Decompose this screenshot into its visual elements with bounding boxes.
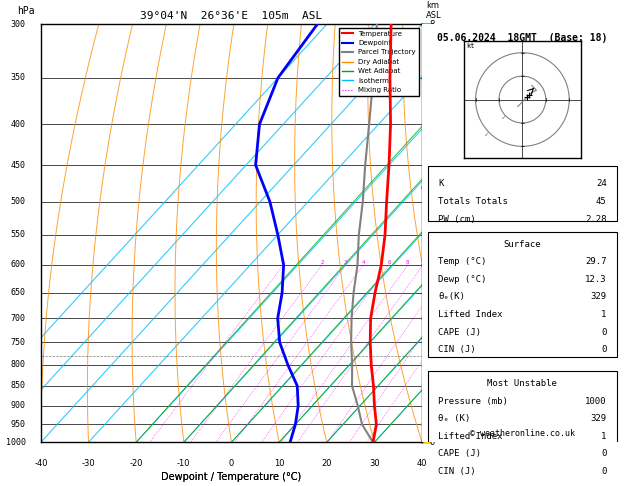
- Legend: Temperature, Dewpoint, Parcel Trajectory, Dry Adiabat, Wet Adiabat, Isotherm, Mi: Temperature, Dewpoint, Parcel Trajectory…: [340, 28, 419, 96]
- Text: 0: 0: [601, 467, 606, 476]
- Text: 8: 8: [406, 260, 409, 265]
- Text: Mixing Ratio (g/kg): Mixing Ratio (g/kg): [448, 193, 457, 273]
- Text: 3: 3: [430, 314, 435, 323]
- Text: 0: 0: [430, 438, 435, 447]
- Text: 300: 300: [11, 20, 26, 29]
- Text: 650: 650: [11, 288, 26, 297]
- Text: CAPE (J): CAPE (J): [438, 450, 481, 458]
- Text: CIN (J): CIN (J): [438, 345, 476, 354]
- Text: -40: -40: [34, 459, 48, 468]
- Text: 750: 750: [11, 338, 26, 347]
- Text: 850: 850: [11, 382, 26, 390]
- Text: 24: 24: [596, 179, 606, 189]
- Text: 329: 329: [591, 414, 606, 423]
- Text: 500: 500: [11, 197, 26, 206]
- Text: 12.3: 12.3: [585, 275, 606, 284]
- Title: 39°04'N  26°36'E  105m  ASL: 39°04'N 26°36'E 105m ASL: [140, 11, 323, 21]
- Text: 350: 350: [11, 73, 26, 82]
- Text: 05.06.2024  18GMT  (Base: 18): 05.06.2024 18GMT (Base: 18): [437, 33, 608, 43]
- Text: 1000: 1000: [6, 438, 26, 447]
- Text: 6: 6: [430, 120, 435, 129]
- Text: Surface: Surface: [504, 240, 541, 249]
- Text: CIN (J): CIN (J): [438, 467, 476, 476]
- Text: 45: 45: [596, 197, 606, 206]
- Text: Dewp (°C): Dewp (°C): [438, 275, 486, 284]
- Bar: [428, 166, 616, 221]
- Text: θₑ(K): θₑ(K): [438, 293, 465, 301]
- Text: 6: 6: [387, 260, 391, 265]
- Text: 8: 8: [430, 20, 435, 29]
- Text: 0: 0: [601, 450, 606, 458]
- Text: CAPE (J): CAPE (J): [438, 328, 481, 337]
- Text: 1: 1: [282, 260, 285, 265]
- Text: 900: 900: [11, 401, 26, 410]
- Text: Pressure (mb): Pressure (mb): [438, 397, 508, 406]
- Text: -30: -30: [82, 459, 96, 468]
- Text: 550: 550: [11, 230, 26, 239]
- Text: 0: 0: [601, 345, 606, 354]
- X-axis label: Dewpoint / Temperature (°C): Dewpoint / Temperature (°C): [162, 471, 302, 482]
- Text: 3: 3: [344, 260, 348, 265]
- Text: Lifted Index: Lifted Index: [438, 310, 503, 319]
- Text: 29.7: 29.7: [585, 258, 606, 266]
- Text: 2: 2: [430, 360, 435, 369]
- Text: 950: 950: [11, 420, 26, 429]
- Text: © weatheronline.co.uk: © weatheronline.co.uk: [470, 429, 575, 438]
- Text: 2.28: 2.28: [585, 215, 606, 224]
- Text: 400: 400: [11, 120, 26, 129]
- Text: 2: 2: [320, 260, 324, 265]
- Text: 4: 4: [430, 260, 435, 269]
- Text: PW (cm): PW (cm): [438, 215, 476, 224]
- Text: Temp (°C): Temp (°C): [438, 258, 486, 266]
- Text: 450: 450: [11, 160, 26, 170]
- Text: Totals Totals: Totals Totals: [438, 197, 508, 206]
- Text: 4: 4: [362, 260, 365, 265]
- Text: 1: 1: [430, 401, 435, 410]
- Text: 10: 10: [274, 459, 284, 468]
- Text: Lifted Index: Lifted Index: [438, 432, 503, 441]
- Text: -20: -20: [130, 459, 143, 468]
- Text: 30: 30: [369, 459, 380, 468]
- Text: hPa: hPa: [17, 6, 35, 16]
- Text: 20: 20: [321, 459, 332, 468]
- Text: 1000: 1000: [585, 397, 606, 406]
- Text: K: K: [438, 179, 443, 189]
- Text: 0: 0: [601, 328, 606, 337]
- Text: Dewpoint / Temperature (°C): Dewpoint / Temperature (°C): [162, 471, 302, 482]
- Text: Most Unstable: Most Unstable: [487, 379, 557, 388]
- Text: 800: 800: [11, 360, 26, 369]
- Text: 700: 700: [11, 314, 26, 323]
- Text: 1: 1: [601, 310, 606, 319]
- Text: 7: 7: [430, 73, 435, 82]
- Text: km
ASL: km ASL: [426, 0, 442, 20]
- Text: 600: 600: [11, 260, 26, 269]
- Text: 40: 40: [417, 459, 427, 468]
- Text: 5: 5: [430, 197, 435, 206]
- Text: 1: 1: [601, 432, 606, 441]
- Text: -10: -10: [177, 459, 191, 468]
- Bar: [428, 371, 616, 479]
- Text: 0: 0: [229, 459, 234, 468]
- Text: 329: 329: [591, 293, 606, 301]
- Bar: [428, 232, 616, 357]
- Text: θₑ (K): θₑ (K): [438, 414, 470, 423]
